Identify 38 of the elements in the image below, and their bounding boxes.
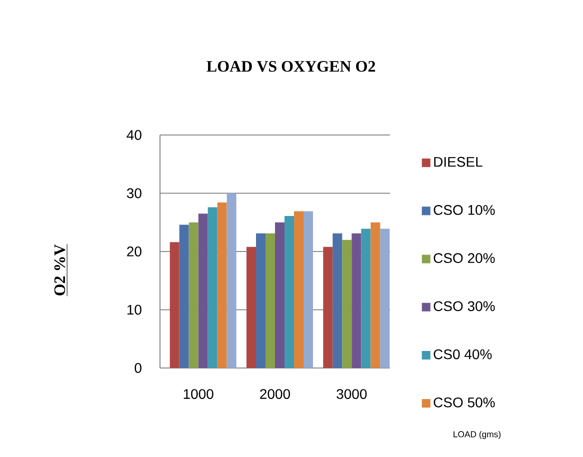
bar <box>188 222 198 368</box>
bar <box>198 214 208 368</box>
bar <box>304 211 313 368</box>
bar <box>284 216 294 368</box>
bar <box>170 242 180 368</box>
legend-label: CSO 20% <box>434 253 495 264</box>
y-tick-label: 40 <box>126 130 142 140</box>
legend-label: CSO 30% <box>434 301 495 312</box>
legend-label: CSO 10% <box>434 205 495 215</box>
text: LOAD (gms) <box>454 430 501 440</box>
y-tick-label: 0 <box>134 363 142 373</box>
y-axis-title: O2 %V <box>54 244 66 296</box>
bar <box>352 233 362 368</box>
x-tick-label: 1000 <box>184 389 214 399</box>
chart-title: LOAD VS OXYGEN O2 <box>206 60 376 72</box>
bar <box>332 233 342 368</box>
legend-label: CSO 50% <box>434 397 495 408</box>
bar <box>217 202 227 368</box>
x-tick-label: 2000 <box>260 389 290 399</box>
x-tick-label: 3000 <box>336 389 367 399</box>
y-tick-label: 10 <box>127 304 142 315</box>
bar <box>323 246 333 368</box>
bar <box>275 222 284 368</box>
bar <box>246 246 256 368</box>
legend-label: CS0 40% <box>434 349 492 360</box>
bar <box>256 233 266 368</box>
y-tick-label: 30 <box>126 188 142 198</box>
bar <box>208 207 218 368</box>
bar <box>380 228 390 368</box>
legend-label: DIESEL <box>434 156 482 167</box>
y-tick-label: 20 <box>127 246 142 256</box>
bar <box>226 193 236 368</box>
bar <box>370 222 380 368</box>
bar <box>361 228 371 368</box>
bar <box>342 240 352 368</box>
bar <box>266 233 275 368</box>
bar <box>179 224 189 368</box>
bar <box>294 211 304 368</box>
